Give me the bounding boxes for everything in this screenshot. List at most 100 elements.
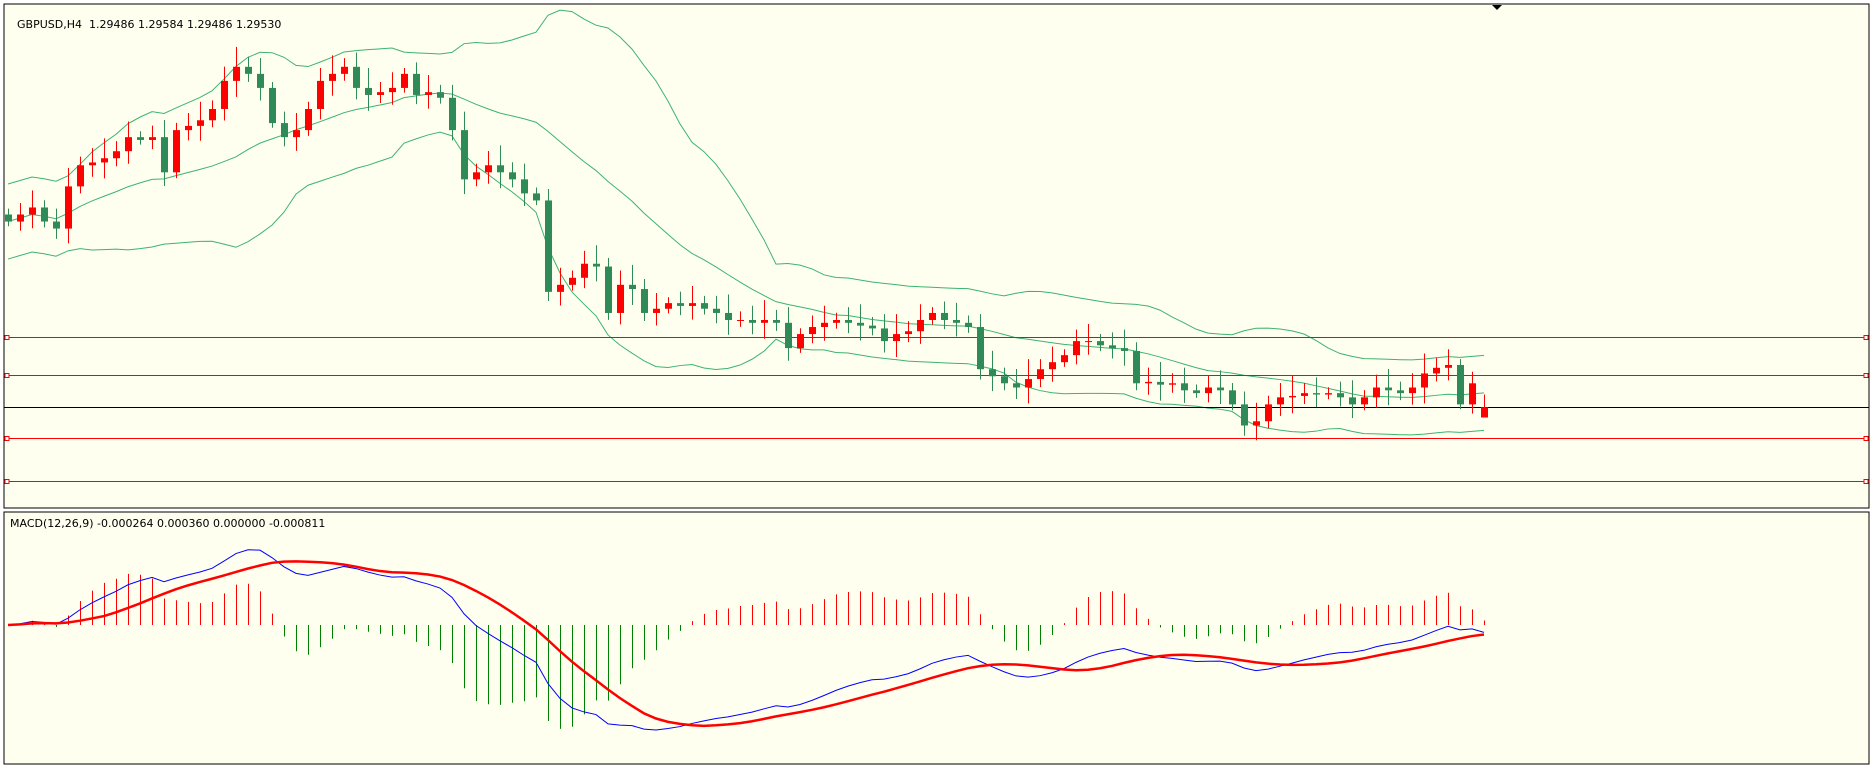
candle xyxy=(833,312,840,329)
candle-body xyxy=(1433,367,1440,374)
main-pane[interactable] xyxy=(3,3,1870,509)
candle-body xyxy=(605,266,612,313)
candle xyxy=(485,150,492,184)
candle xyxy=(905,321,912,343)
candle xyxy=(569,270,576,291)
candle xyxy=(221,66,228,121)
candle xyxy=(1181,367,1188,403)
candle-body xyxy=(653,308,660,313)
candle-body xyxy=(305,109,312,131)
candle xyxy=(1325,387,1332,400)
line-handle xyxy=(4,436,10,441)
candle-body xyxy=(869,325,876,329)
candle-body xyxy=(293,130,300,138)
candle-body xyxy=(1457,365,1464,405)
candle xyxy=(293,113,300,151)
candle xyxy=(713,295,720,324)
candle xyxy=(1289,376,1296,414)
candle xyxy=(1073,329,1080,365)
candle-body xyxy=(1469,383,1476,405)
candle-body xyxy=(545,200,552,292)
line-handle xyxy=(4,335,10,340)
candle xyxy=(1145,367,1152,395)
candle-body xyxy=(1289,395,1296,398)
candle-body xyxy=(245,66,252,74)
candle xyxy=(1457,359,1464,410)
candle-body xyxy=(1301,393,1308,396)
candle xyxy=(5,208,12,227)
candle xyxy=(305,101,312,136)
candle-body xyxy=(353,66,360,88)
candle-body xyxy=(1325,393,1332,395)
candle xyxy=(653,293,660,326)
candle-body xyxy=(329,73,336,81)
candle xyxy=(521,163,528,206)
candle xyxy=(41,200,48,228)
candle xyxy=(137,131,144,145)
candle-body xyxy=(365,87,372,95)
candle xyxy=(1277,383,1284,416)
candle-body xyxy=(917,319,924,332)
candle-body xyxy=(281,123,288,138)
candle xyxy=(329,55,336,96)
bollinger-bands xyxy=(7,9,1485,436)
candle-body xyxy=(689,303,696,306)
candle-body xyxy=(1121,348,1128,351)
candle-body xyxy=(29,207,36,215)
candle-body xyxy=(677,303,684,306)
candle xyxy=(749,305,756,335)
candle-body xyxy=(65,186,72,229)
candle xyxy=(461,111,468,195)
candle xyxy=(209,100,216,128)
candle-body xyxy=(1097,341,1104,346)
candle-body xyxy=(1025,379,1032,388)
candle xyxy=(401,67,408,93)
candle-body xyxy=(389,87,396,93)
candle xyxy=(845,307,852,334)
candle xyxy=(641,278,648,322)
candle-body xyxy=(1181,383,1188,391)
candle-body xyxy=(833,319,840,323)
candle-body xyxy=(257,73,264,88)
candle xyxy=(1205,376,1212,403)
candle xyxy=(113,141,120,167)
candle xyxy=(365,67,372,111)
candle-body xyxy=(1409,387,1416,394)
candle xyxy=(89,148,96,177)
candle-body xyxy=(1073,341,1080,356)
candle-body xyxy=(1133,350,1140,384)
candle-body xyxy=(497,165,504,173)
candle xyxy=(173,122,180,179)
candle xyxy=(1061,349,1068,367)
candle-body xyxy=(629,284,636,290)
candle-body xyxy=(125,137,132,152)
candle-body xyxy=(317,80,324,110)
bollinger-upper xyxy=(7,9,1485,361)
candle xyxy=(1085,323,1092,355)
candle xyxy=(593,245,600,282)
candle xyxy=(413,62,420,105)
candle-body xyxy=(1169,383,1176,385)
chart-shift-triangle-icon[interactable] xyxy=(1492,5,1502,10)
candle xyxy=(629,264,636,305)
candle xyxy=(533,187,540,206)
candle-body xyxy=(437,92,444,98)
macd-pane[interactable] xyxy=(3,511,1870,765)
candle xyxy=(437,84,444,104)
candle-body xyxy=(413,73,420,95)
candle xyxy=(497,145,504,189)
bollinger-lower xyxy=(7,131,1485,436)
candle xyxy=(1217,370,1224,405)
candle xyxy=(785,307,792,361)
candle xyxy=(1049,346,1056,382)
line-handle xyxy=(4,373,10,378)
candle-body xyxy=(533,193,540,201)
candle-body xyxy=(113,151,120,159)
candle-body xyxy=(485,165,492,173)
candle xyxy=(125,121,132,164)
candle xyxy=(1373,374,1380,408)
candle xyxy=(245,56,252,82)
candle xyxy=(689,286,696,320)
candle xyxy=(425,75,432,109)
